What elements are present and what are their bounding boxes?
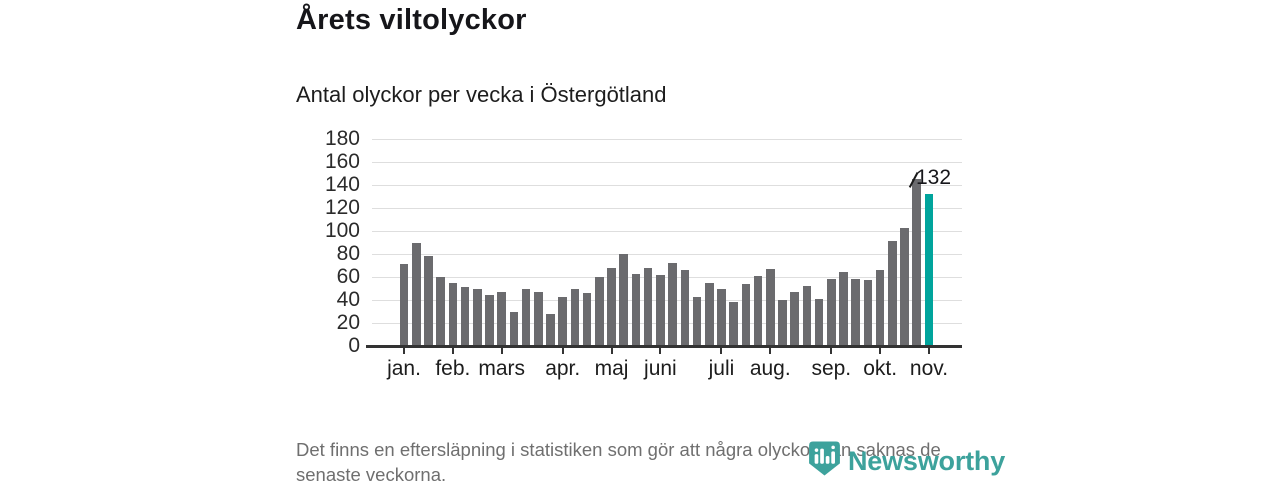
y-axis-tick-label-160: 160: [324, 150, 360, 173]
bar-week-18: [607, 267, 616, 346]
bar-week-8: [485, 295, 494, 346]
month-tick-sep: [830, 347, 833, 354]
gridline-y-40: [372, 299, 962, 301]
month-tick-mars: [500, 347, 503, 354]
bar-week-3: [424, 256, 433, 346]
gridline-y-100: [372, 230, 962, 232]
bar-week-26: [704, 282, 714, 346]
bar-week-1: [399, 264, 409, 346]
bar-week-41: [888, 241, 897, 346]
bar-week-43: [912, 179, 922, 346]
bar-chart-plot-area: [372, 138, 962, 346]
month-tick-jan: [403, 347, 405, 354]
month-tick-okt: [879, 347, 882, 354]
bar-week-11: [521, 288, 531, 346]
bar-week-2: [411, 242, 421, 346]
month-tick-juni: [659, 347, 662, 354]
bar-week-9: [497, 291, 506, 346]
y-axis-tick-label-100: 100: [324, 219, 360, 242]
bar-week-33: [790, 291, 799, 346]
bar-week-30: [753, 275, 763, 346]
month-tick-nov: [927, 347, 930, 354]
bar-week-40: [875, 270, 885, 346]
bar-week-10: [509, 311, 519, 346]
bar-week-31: [765, 268, 775, 346]
last-value-label: 132: [916, 166, 952, 189]
y-axis-tick-label-120: 120: [324, 196, 360, 219]
bar-week-34: [802, 286, 812, 346]
y-axis-tick-label-180: 180: [324, 127, 360, 150]
bar-week-39: [863, 280, 873, 346]
bar-week-20: [631, 273, 641, 346]
bar-week-32: [778, 300, 787, 346]
month-label-nov: nov.: [909, 357, 949, 380]
month-label-juni: juni: [644, 357, 677, 380]
bar-week-15: [570, 288, 580, 346]
bar-week-22: [656, 274, 665, 346]
gridline-y-160: [372, 161, 962, 163]
bar-week-7: [472, 288, 482, 346]
month-label-aug: aug.: [749, 357, 791, 380]
month-label-maj: maj: [594, 357, 629, 380]
bar-week-38: [851, 279, 861, 346]
gridline-y-120: [372, 207, 962, 209]
bar-week-42: [900, 227, 909, 346]
month-label-apr: apr.: [545, 357, 581, 380]
bar-week-21: [643, 267, 653, 346]
month-label-juli: juli: [708, 357, 735, 380]
month-label-sep: sep.: [811, 357, 852, 380]
gridline-y-180: [372, 138, 962, 140]
newsworthy-logo-icon: [806, 440, 843, 482]
bar-week-44-highlighted: [924, 194, 934, 346]
month-label-mars: mars: [478, 357, 525, 380]
bar-week-4: [436, 277, 445, 346]
gridline-y-80: [372, 253, 962, 255]
month-tick-aug: [769, 347, 772, 354]
month-label-okt: okt.: [863, 357, 898, 380]
bar-week-28: [729, 302, 738, 346]
bar-week-29: [741, 283, 751, 346]
bar-week-27: [717, 288, 726, 346]
bar-week-19: [619, 254, 629, 346]
month-tick-juli: [720, 347, 723, 354]
bar-week-6: [460, 287, 470, 346]
bar-week-17: [595, 277, 604, 346]
bar-week-37: [839, 272, 848, 346]
y-axis-tick-label-140: 140: [324, 173, 360, 196]
y-axis-tick-label-80: 80: [336, 242, 360, 265]
bar-week-14: [558, 296, 567, 346]
footnote-line-1: Det finns en eftersläpning i statistiken…: [296, 439, 941, 460]
bar-week-35: [814, 298, 824, 346]
y-axis-tick-label-60: 60: [336, 265, 360, 288]
month-tick-apr: [561, 347, 564, 354]
chart-subtitle: Antal olyckor per vecka i Östergötland: [296, 82, 667, 107]
month-label-jan: jan.: [387, 357, 421, 380]
y-axis-tick-label-0: 0: [348, 334, 360, 357]
y-axis-tick-label-40: 40: [336, 288, 360, 311]
month-tick-feb: [451, 347, 454, 354]
bar-week-5: [448, 282, 458, 346]
gridline-y-60: [372, 276, 962, 278]
month-tick-maj: [610, 347, 613, 354]
bar-week-16: [582, 293, 592, 346]
x-axis-line: [366, 345, 962, 348]
bar-week-13: [546, 313, 555, 346]
bar-week-12: [534, 291, 543, 346]
newsworthy-logo: Newsworthy: [806, 440, 1006, 482]
bar-week-36: [827, 279, 836, 346]
newsworthy-wordmark: Newsworthy: [848, 445, 1006, 476]
bar-week-23: [668, 263, 677, 346]
bar-week-24: [680, 270, 690, 346]
gridline-y-20: [372, 322, 962, 324]
month-label-feb: feb.: [435, 357, 471, 380]
y-axis-tick-label-20: 20: [336, 311, 360, 334]
gridline-y-140: [372, 184, 962, 186]
bar-week-25: [692, 296, 702, 346]
page-title: Årets viltolyckor: [296, 4, 527, 36]
